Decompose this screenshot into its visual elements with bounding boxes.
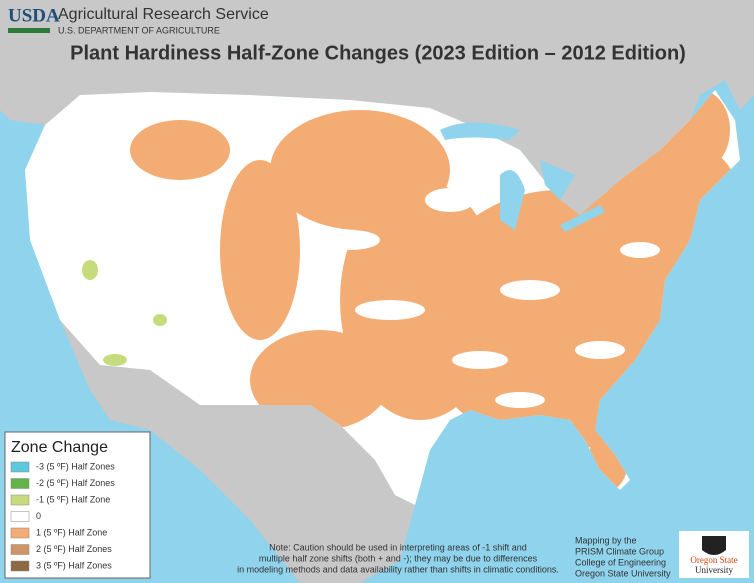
credit: Mapping by the PRISM Climate Group Colle… xyxy=(575,535,671,578)
lake-michigan xyxy=(500,170,525,230)
credit-line: PRISM Climate Group xyxy=(575,546,664,556)
legend-swatch xyxy=(10,527,30,539)
legend: Zone Change -3 (5 ºF) Half Zones -2 (5 ºF… xyxy=(4,431,151,579)
legend-label: 2 (5 ºF) Half Zones xyxy=(36,544,112,554)
usda-stripe xyxy=(8,28,50,33)
legend-label: -3 (5 ºF) Half Zones xyxy=(36,461,115,471)
map-title: Plant Hardiness Half-Zone Changes (2023 … xyxy=(70,42,686,64)
legend-swatch xyxy=(10,478,30,489)
legend-swatch xyxy=(10,494,30,506)
legend-swatch xyxy=(10,544,30,555)
credit-line: Mapping by the xyxy=(575,535,637,545)
logo: Oregon State University xyxy=(679,531,749,578)
us-map xyxy=(25,90,740,505)
note-line: Note: Caution should be used in interpre… xyxy=(269,542,527,552)
no-change-patches xyxy=(320,188,660,408)
legend-label: 0 xyxy=(36,511,41,521)
legend-swatch xyxy=(10,560,30,572)
logo-line: University xyxy=(695,565,733,575)
agency: Agricultural Research Service xyxy=(58,6,269,23)
lake-huron xyxy=(540,160,575,200)
legend-label: 1 (5 ºF) Half Zone xyxy=(36,527,107,537)
credit-line: College of Engineering xyxy=(575,557,666,567)
mexico xyxy=(60,320,415,583)
legend-swatch xyxy=(10,461,30,473)
legend-label: -2 (5 ºF) Half Zones xyxy=(36,478,115,488)
lake-superior xyxy=(440,122,520,140)
canada xyxy=(0,0,754,215)
legend-title: Zone Change xyxy=(11,439,108,456)
legend-swatch xyxy=(10,511,30,522)
department: U.S. DEPARTMENT OF AGRICULTURE xyxy=(58,25,220,35)
agency-short: USDA xyxy=(8,5,60,26)
credit-line: Oregon State University xyxy=(575,568,671,578)
legend-label: 3 (5 ºF) Half Zones xyxy=(36,560,112,570)
note-line: in modeling methods and data availabilit… xyxy=(237,564,559,574)
legend-label: -1 (5 ºF) Half Zone xyxy=(36,494,110,504)
lake-erie xyxy=(560,205,605,232)
note-line: multiple half zone shifts (both + and -)… xyxy=(259,553,538,563)
note: Note: Caution should be used in interpre… xyxy=(237,542,559,574)
cooling-areas xyxy=(82,260,167,366)
logo-line: Oregon State xyxy=(690,555,737,565)
logo-shield xyxy=(702,536,726,555)
